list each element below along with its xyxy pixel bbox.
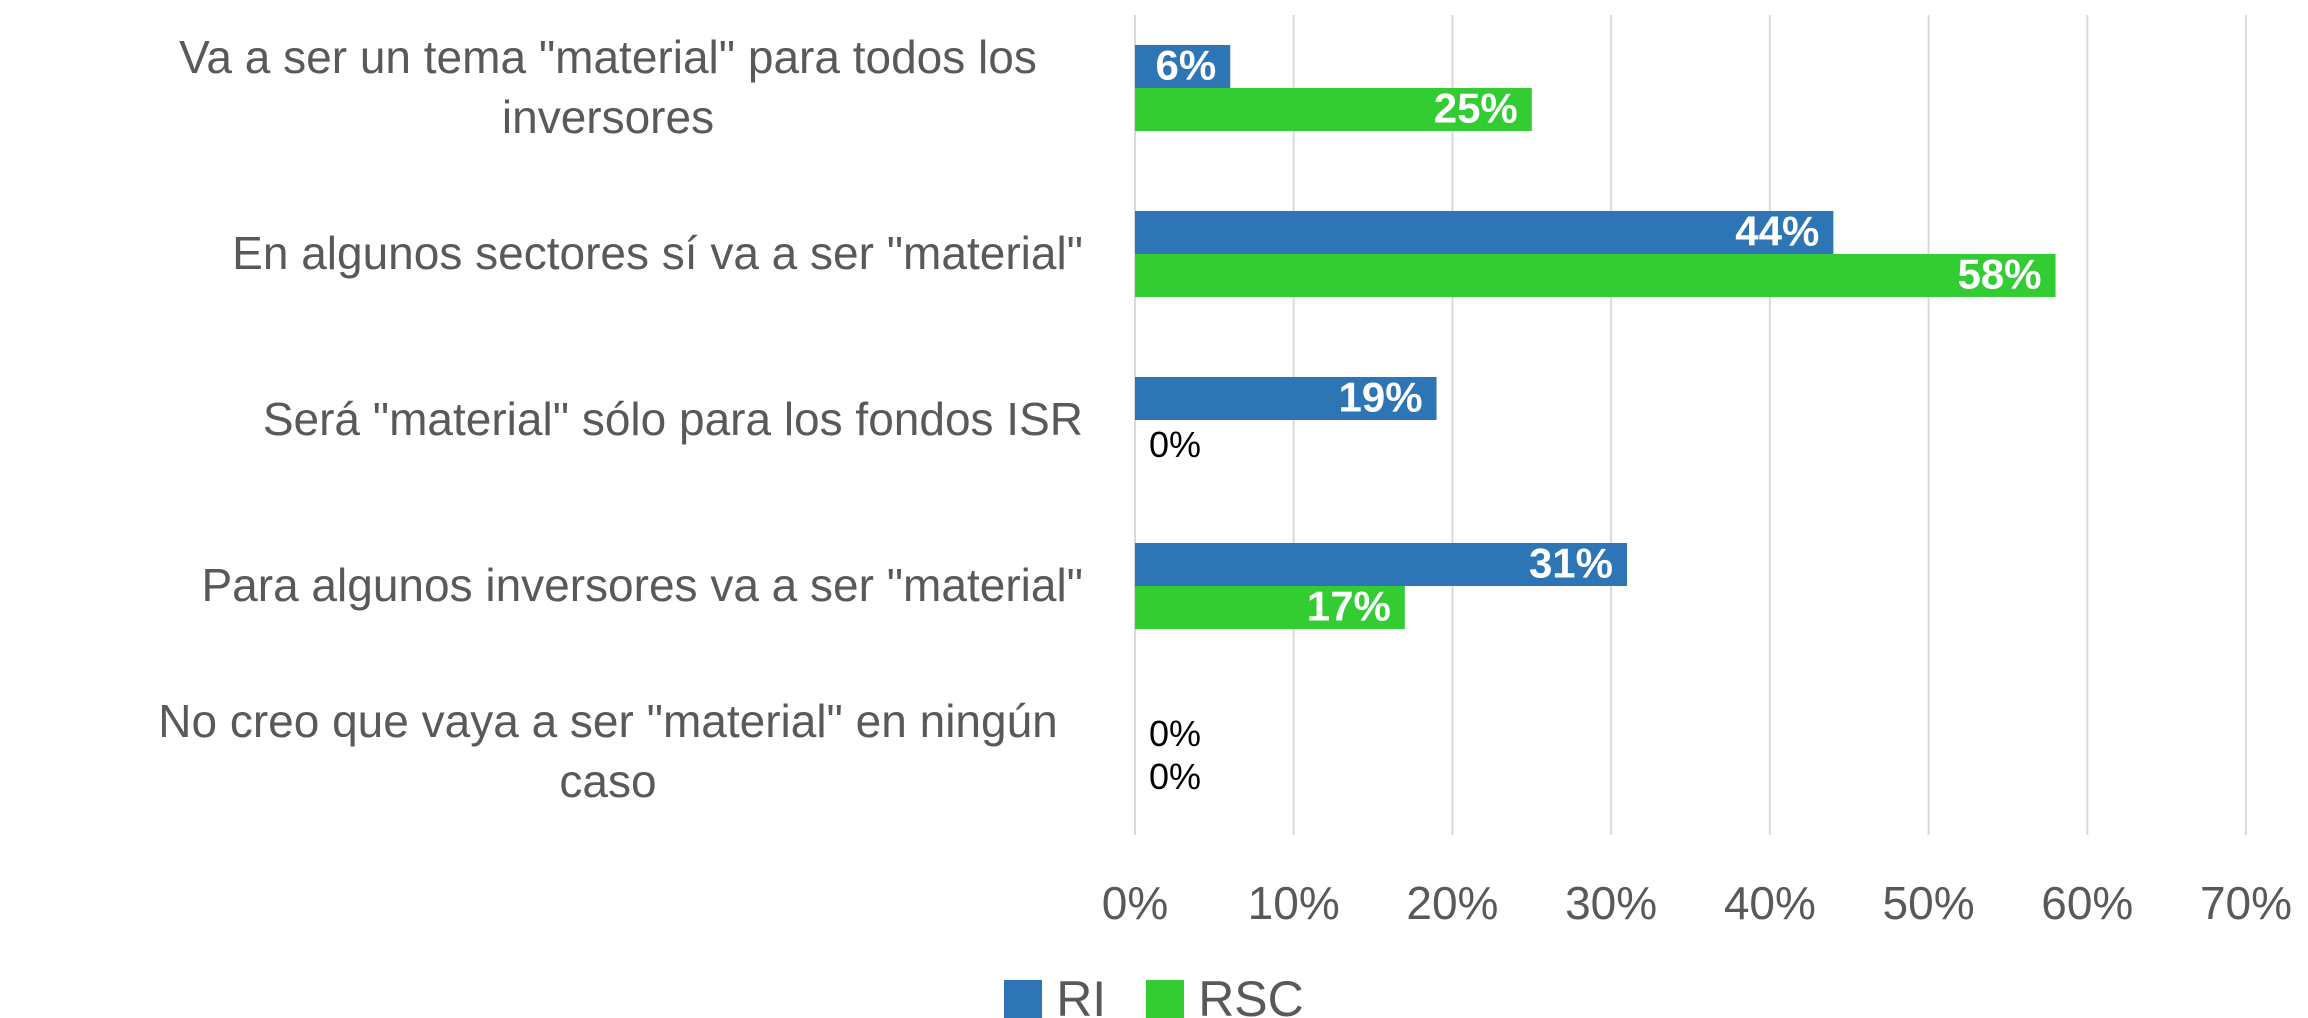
- legend-label: RI: [1056, 971, 1107, 1018]
- bar: [1135, 45, 1231, 88]
- legend-item: RI: [1004, 970, 1106, 1018]
- data-label: 0%: [1149, 424, 1201, 465]
- x-tick-label: 10%: [1248, 877, 1340, 929]
- x-tick-label: 30%: [1565, 877, 1657, 929]
- x-tick-label: 60%: [2041, 877, 2133, 929]
- data-label: 19%: [1338, 374, 1422, 421]
- category-label: No creo que vaya a ser "material" en nin…: [158, 695, 1058, 807]
- category-label: Va a ser un tema "material" para todos l…: [179, 31, 1037, 143]
- category-label-box: No creo que vaya a ser "material" en nin…: [133, 692, 1083, 812]
- data-label: 25%: [1434, 85, 1518, 132]
- legend-item: RSC: [1146, 970, 1304, 1018]
- data-label: 0%: [1149, 713, 1201, 754]
- legend-swatch: [1004, 980, 1043, 1018]
- bar: [1135, 254, 2056, 297]
- category-label-box: Para algunos inversores va a ser "materi…: [201, 556, 1083, 616]
- legend-label: RSC: [1198, 971, 1304, 1018]
- legend-swatch: [1146, 980, 1185, 1018]
- data-label: 6%: [1156, 42, 1217, 89]
- data-label: 31%: [1529, 540, 1613, 587]
- data-label: 0%: [1149, 756, 1201, 797]
- data-label: 58%: [1957, 251, 2041, 298]
- bar: [1135, 586, 1405, 629]
- x-tick-label: 40%: [1724, 877, 1816, 929]
- data-label: 17%: [1307, 583, 1391, 630]
- category-label-box: Va a ser un tema "material" para todos l…: [133, 28, 1083, 148]
- bar: [1135, 211, 1834, 254]
- x-tick-label: 20%: [1406, 877, 1498, 929]
- x-tick-label: 70%: [2200, 877, 2292, 929]
- bar: [1135, 377, 1437, 420]
- x-tick-label: 0%: [1102, 877, 1168, 929]
- category-label: Para algunos inversores va a ser "materi…: [201, 559, 1083, 612]
- category-label-box: En algunos sectores sí va a ser "materia…: [232, 224, 1083, 284]
- category-label: Será "material" sólo para los fondos ISR: [262, 393, 1083, 446]
- category-label-box: Será "material" sólo para los fondos ISR: [263, 390, 1083, 450]
- legend: RI RSC: [0, 970, 2308, 1018]
- bar: [1135, 543, 1628, 586]
- category-label: En algunos sectores sí va a ser "materia…: [232, 227, 1083, 280]
- data-label: 44%: [1735, 208, 1819, 255]
- x-tick-label: 50%: [1883, 877, 1975, 929]
- bar: [1135, 88, 1532, 131]
